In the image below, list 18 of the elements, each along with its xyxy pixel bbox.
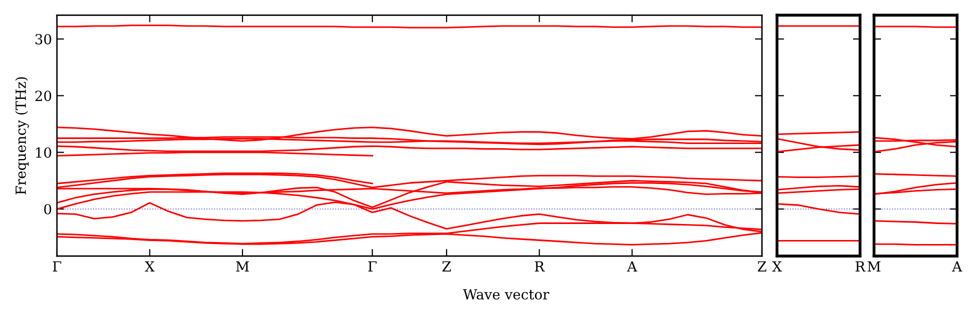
x-tick-label: X (144, 261, 155, 272)
x-tick-label: A (626, 261, 638, 272)
y-tick-label: 0 (44, 204, 52, 214)
x-tick-label: M (868, 261, 880, 272)
x-axis-title: Wave vector (463, 289, 550, 300)
x-tick-label: Z (442, 261, 451, 272)
x-tick-label: R (856, 261, 866, 272)
y-axis-title: Frequency (THz) (15, 77, 29, 194)
x-tick-label: Γ (368, 261, 377, 272)
x-tick-label: Z (758, 261, 766, 272)
y-tick-label: 20 (35, 90, 52, 102)
x-tick-label: Γ (52, 261, 62, 272)
y-tick-label: 30 (35, 34, 52, 44)
x-tick-label: R (534, 261, 545, 272)
x-tick-label: M (236, 261, 249, 272)
x-tick-label: A (952, 261, 962, 272)
y-tick-label: 10 (36, 147, 52, 158)
x-tick-label: X (772, 261, 782, 272)
